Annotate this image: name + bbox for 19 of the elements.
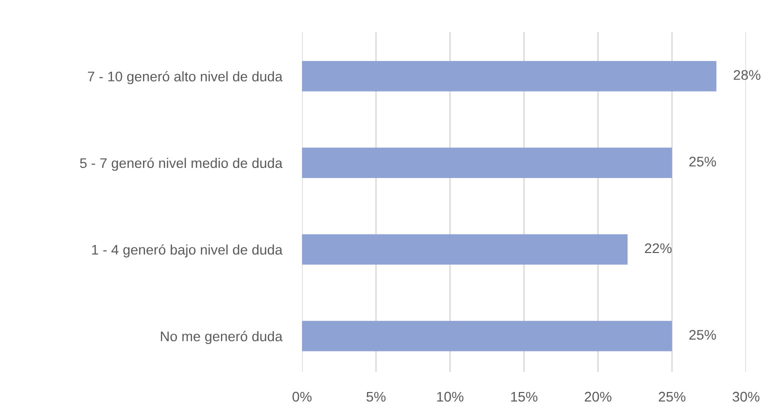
- x-tick-label: 5%: [366, 392, 386, 402]
- y-tick-label: No me generó duda: [160, 330, 283, 344]
- bar: [302, 234, 628, 265]
- y-tick-label: 7 - 10 generó alto nivel de duda: [88, 71, 283, 84]
- data-label: 22%: [644, 243, 672, 254]
- x-tick-label: 15%: [511, 392, 538, 402]
- x-tick-label: 0%: [292, 392, 312, 402]
- data-label: 25%: [689, 330, 716, 340]
- bar: [302, 320, 672, 352]
- bar: [302, 61, 716, 92]
- data-label: 28%: [734, 70, 760, 80]
- y-tick-label: 1 - 4 generó bajo nivel de duda: [92, 244, 283, 258]
- bar: [302, 148, 672, 178]
- x-tick-label: 20%: [584, 392, 612, 402]
- x-tick-label: 25%: [658, 392, 686, 402]
- data-label: 25%: [689, 156, 716, 167]
- y-tick-label: 5 - 7 generó nivel medio de duda: [80, 158, 283, 171]
- x-tick-label: 10%: [437, 392, 464, 402]
- x-tick-label: 30%: [732, 392, 760, 402]
